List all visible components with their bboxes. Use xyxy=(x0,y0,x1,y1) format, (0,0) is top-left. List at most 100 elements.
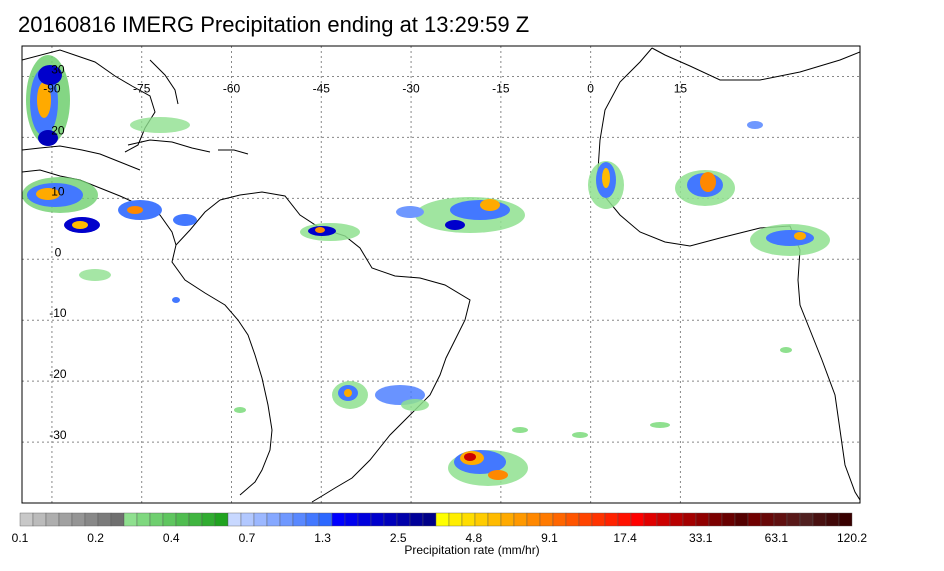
colorbar-swatch xyxy=(84,512,99,527)
colorbar-swatch xyxy=(604,512,619,527)
coastlines xyxy=(22,47,860,503)
colorbar-swatch xyxy=(331,512,346,527)
lon-tick-label: -30 xyxy=(402,81,420,95)
colorbar-swatch xyxy=(253,512,268,527)
colorbar-swatch xyxy=(552,512,567,527)
colorbar-swatch xyxy=(630,512,645,527)
colorbar-swatch xyxy=(643,512,658,527)
colorbar-swatch xyxy=(422,512,437,527)
colorbar-swatch xyxy=(435,512,450,527)
colorbar-swatch xyxy=(136,512,151,527)
colorbar-label: Precipitation rate (mm/hr) xyxy=(404,543,540,557)
south-america-coast xyxy=(171,191,471,503)
colorbar-swatch xyxy=(669,512,684,527)
colorbar-swatch xyxy=(565,512,580,527)
colorbar-swatch xyxy=(474,512,489,527)
colorbar-swatch xyxy=(370,512,385,527)
colorbar-swatch xyxy=(578,512,593,527)
lat-tick-label: -10 xyxy=(49,306,67,320)
colorbar-swatch xyxy=(721,512,736,527)
colorbar-swatch xyxy=(773,512,788,527)
lon-tick-label: 15 xyxy=(674,81,688,95)
colorbar-swatch xyxy=(318,512,333,527)
lat-tick-label: -30 xyxy=(49,428,67,442)
precipitation-field xyxy=(22,55,830,486)
colorbar-swatch xyxy=(812,512,827,527)
lat-tick-label: 10 xyxy=(51,184,65,198)
colorbar-swatch xyxy=(526,512,541,527)
colorbar-swatch xyxy=(760,512,775,527)
colorbar-tick: 63.1 xyxy=(764,531,789,545)
colorbar-swatch xyxy=(149,512,164,527)
map-frame xyxy=(21,45,861,504)
colorbar-swatch xyxy=(58,512,73,527)
colorbar-swatch xyxy=(461,512,476,527)
colorbar-swatch xyxy=(786,512,801,527)
colorbar-swatch xyxy=(409,512,424,527)
lat-tick-label: 0 xyxy=(55,245,62,259)
colorbar-swatch xyxy=(695,512,710,527)
colorbar-tick: 0.1 xyxy=(11,531,29,545)
colorbar-swatch xyxy=(734,512,749,527)
colorbar-swatch xyxy=(227,512,242,527)
lat-tick-label: 30 xyxy=(51,62,65,76)
colorbar-swatch xyxy=(539,512,554,527)
colorbar-swatch xyxy=(344,512,359,527)
colorbar-tick: 17.4 xyxy=(613,531,637,545)
colorbar-swatch xyxy=(448,512,463,527)
africa-coast xyxy=(597,47,860,501)
hispaniola xyxy=(218,149,249,155)
colorbar-swatch xyxy=(617,512,632,527)
colorbar xyxy=(19,512,853,527)
colorbar-swatch xyxy=(396,512,411,527)
lon-tick-label: -90 xyxy=(43,81,61,95)
colorbar-swatch xyxy=(357,512,372,527)
colorbar-swatch xyxy=(825,512,840,527)
cuba xyxy=(127,139,211,153)
colorbar-swatch xyxy=(45,512,60,527)
colorbar-swatch xyxy=(201,512,216,527)
colorbar-swatch xyxy=(71,512,86,527)
colorbar-tick: 120.2 xyxy=(836,531,868,545)
colorbar-swatch xyxy=(487,512,502,527)
central-america-coast xyxy=(22,145,177,246)
lon-tick-label: -75 xyxy=(133,81,151,95)
colorbar-tick: 2.5 xyxy=(389,531,407,545)
colorbar-swatch xyxy=(162,512,177,527)
lat-tick-label: -20 xyxy=(49,367,67,381)
colorbar-tick: 0.7 xyxy=(238,531,256,545)
colorbar-swatch xyxy=(292,512,307,527)
colorbar-swatch xyxy=(240,512,255,527)
colorbar-tick: 0.4 xyxy=(162,531,180,545)
colorbar-swatch xyxy=(214,512,229,527)
lon-tick-label: -60 xyxy=(223,81,241,95)
lon-tick-label: -45 xyxy=(313,81,331,95)
colorbar-swatch xyxy=(591,512,606,527)
colorbar-tick: 4.8 xyxy=(465,531,483,545)
colorbar-swatch xyxy=(110,512,125,527)
colorbar-swatch xyxy=(266,512,281,527)
colorbar-swatch xyxy=(175,512,190,527)
lon-tick-label: -15 xyxy=(492,81,510,95)
colorbar-swatch xyxy=(19,512,34,527)
north-america-coast xyxy=(22,49,179,153)
colorbar-tick: 33.1 xyxy=(689,531,713,545)
colorbar-swatch xyxy=(656,512,671,527)
colorbar-swatch xyxy=(682,512,697,527)
colorbar-swatch xyxy=(305,512,320,527)
colorbar-tick: 0.2 xyxy=(87,531,104,545)
colorbar-tick: 9.1 xyxy=(541,531,558,545)
colorbar-swatch xyxy=(838,512,853,527)
colorbar-swatch xyxy=(383,512,398,527)
colorbar-swatch xyxy=(500,512,515,527)
colorbar-swatch xyxy=(708,512,723,527)
colorbar-swatch xyxy=(799,512,814,527)
colorbar-tick: 1.3 xyxy=(314,531,331,545)
colorbar-swatch xyxy=(279,512,294,527)
lon-tick-label: 0 xyxy=(587,81,594,95)
lat-tick-label: 20 xyxy=(51,123,65,137)
colorbar-swatch xyxy=(513,512,528,527)
colorbar-swatch xyxy=(188,512,203,527)
colorbar-swatch xyxy=(32,512,47,527)
